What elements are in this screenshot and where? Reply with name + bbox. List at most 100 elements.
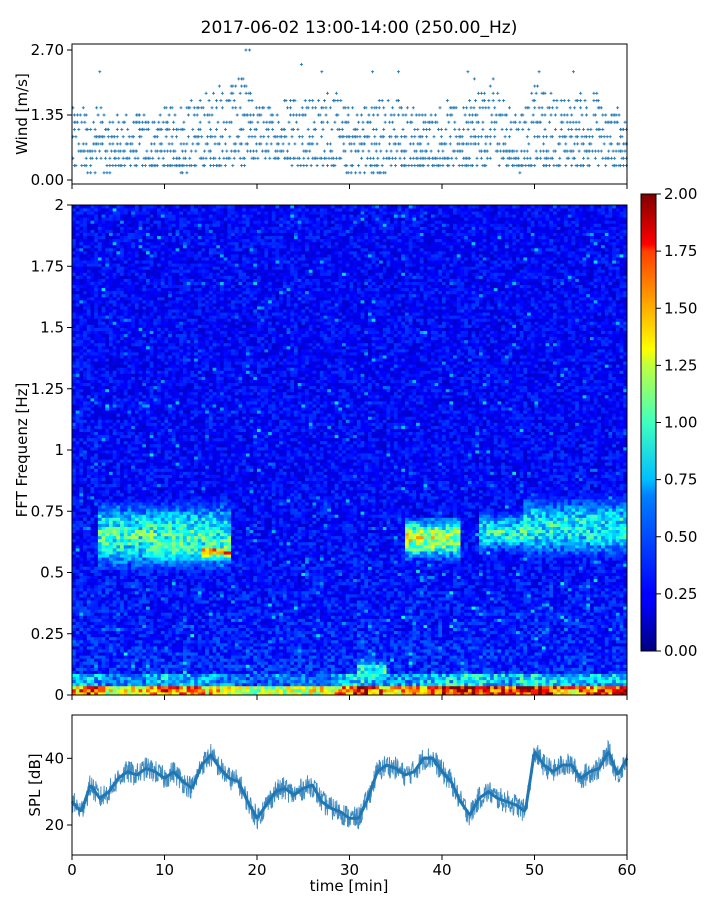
- spectrogram-cell: [135, 511, 139, 514]
- spectrogram-cell: [131, 634, 135, 637]
- spectrogram-cell: [87, 524, 91, 527]
- spectrogram-cell: [87, 373, 91, 376]
- spectrogram-cell: [165, 585, 169, 588]
- spectrogram-cell: [146, 468, 150, 471]
- spectrogram-cell: [142, 536, 146, 539]
- spectrogram-cell: [83, 337, 87, 340]
- spectrogram-cell: [161, 496, 165, 499]
- spectrogram-cell: [150, 205, 154, 208]
- spectrogram-cell: [113, 563, 117, 566]
- spectrogram-cell: [161, 554, 165, 557]
- spectrogram-cell: [153, 266, 157, 269]
- spectrogram-cell: [153, 361, 157, 364]
- spectrogram-cell: [150, 557, 154, 560]
- spectrogram-cell: [153, 300, 157, 303]
- spectrogram-cell: [79, 214, 83, 217]
- spectrogram-cell: [131, 257, 135, 260]
- spectrogram-cell: [83, 539, 87, 542]
- spectrogram-cell: [79, 404, 83, 407]
- spectrogram-cell: [87, 239, 91, 242]
- spectrogram-cell: [142, 456, 146, 459]
- spectrogram-cell: [105, 573, 109, 576]
- spectrogram-cell: [142, 230, 146, 233]
- spectrogram-cell: [172, 683, 176, 686]
- spectrogram-cell: [109, 471, 113, 474]
- spectrogram-cell: [120, 468, 124, 471]
- spectrogram-cell: [116, 251, 120, 254]
- spectrogram-cell: [168, 471, 172, 474]
- spectrogram-cell: [124, 324, 128, 327]
- spectrogram-cell: [146, 493, 150, 496]
- spectrogram-cell: [135, 628, 139, 631]
- spectrogram-cell: [109, 343, 113, 346]
- spectrogram-cell: [153, 618, 157, 621]
- spectrogram-cell: [142, 667, 146, 670]
- spectrogram-cell: [139, 542, 143, 545]
- spectrogram-cell: [139, 459, 143, 462]
- spectrogram-cell: [153, 373, 157, 376]
- spectrogram-cell: [142, 441, 146, 444]
- spectrogram-cell: [98, 377, 102, 380]
- spectrogram-cell: [172, 536, 176, 539]
- spectrogram-cell: [83, 542, 87, 545]
- spectrogram-cell: [179, 576, 183, 579]
- spectrogram-cell: [98, 251, 102, 254]
- spectrogram-cell: [161, 683, 165, 686]
- spectrogram-cell: [168, 582, 172, 585]
- spectrogram-cell: [183, 343, 187, 346]
- spectrogram-cell: [91, 667, 95, 670]
- spectrogram-cell: [128, 309, 132, 312]
- spectrogram-cell: [72, 340, 76, 343]
- spectrogram-cell: [183, 456, 187, 459]
- spectrogram-cell: [161, 429, 165, 432]
- spectrogram-cell: [124, 655, 128, 658]
- spectrogram-cell: [157, 297, 161, 300]
- spectrogram-cell: [109, 652, 113, 655]
- spectrogram-cell: [72, 655, 76, 658]
- spectrogram-cell: [157, 355, 161, 358]
- spectrogram-cell: [83, 410, 87, 413]
- spectrogram-cell: [79, 560, 83, 563]
- spectrogram-cell: [142, 606, 146, 609]
- spectrogram-cell: [79, 315, 83, 318]
- spectrogram-cell: [135, 208, 139, 211]
- spectrogram-cell: [116, 478, 120, 481]
- spectrogram-cell: [128, 612, 132, 615]
- spectrogram-cell: [124, 511, 128, 514]
- spectrogram-cell: [91, 248, 95, 251]
- spectrogram-cell: [76, 300, 80, 303]
- spectrogram-cell: [124, 674, 128, 677]
- spectrogram-cell: [83, 416, 87, 419]
- spectrogram-cell: [172, 686, 176, 689]
- spectrogram-cell: [109, 622, 113, 625]
- spectrogram-cell: [116, 245, 120, 248]
- spectrogram-cell: [94, 594, 98, 597]
- spectrogram-cell: [72, 422, 76, 425]
- spectrogram-cell: [79, 551, 83, 554]
- spectrogram-cell: [94, 324, 98, 327]
- spectrogram-cell: [131, 496, 135, 499]
- spectrogram-cell: [139, 257, 143, 260]
- spectrogram-cell: [91, 563, 95, 566]
- spectrogram-cell: [165, 634, 169, 637]
- spectrogram-cell: [91, 346, 95, 349]
- spectrogram-cell: [102, 481, 106, 484]
- spectrogram-cell: [142, 615, 146, 618]
- spectrogram-cell: [98, 230, 102, 233]
- spectrogram-cell: [165, 300, 169, 303]
- spectrogram-cell: [83, 364, 87, 367]
- spectrogram-cell: [128, 502, 132, 505]
- spectrogram-cell: [109, 450, 113, 453]
- spectrogram-cell: [131, 306, 135, 309]
- spectrogram-cell: [146, 208, 150, 211]
- spectrogram-cell: [146, 318, 150, 321]
- spectrogram-cell: [139, 471, 143, 474]
- spectrogram-cell: [168, 303, 172, 306]
- spectrogram-cell: [109, 217, 113, 220]
- spectrogram-cell: [109, 358, 113, 361]
- spectrogram-cell: [105, 447, 109, 450]
- spectrogram-cell: [168, 551, 172, 554]
- spectrogram-cell: [98, 364, 102, 367]
- spectrogram-cell: [87, 380, 91, 383]
- spectrogram-cell: [83, 220, 87, 223]
